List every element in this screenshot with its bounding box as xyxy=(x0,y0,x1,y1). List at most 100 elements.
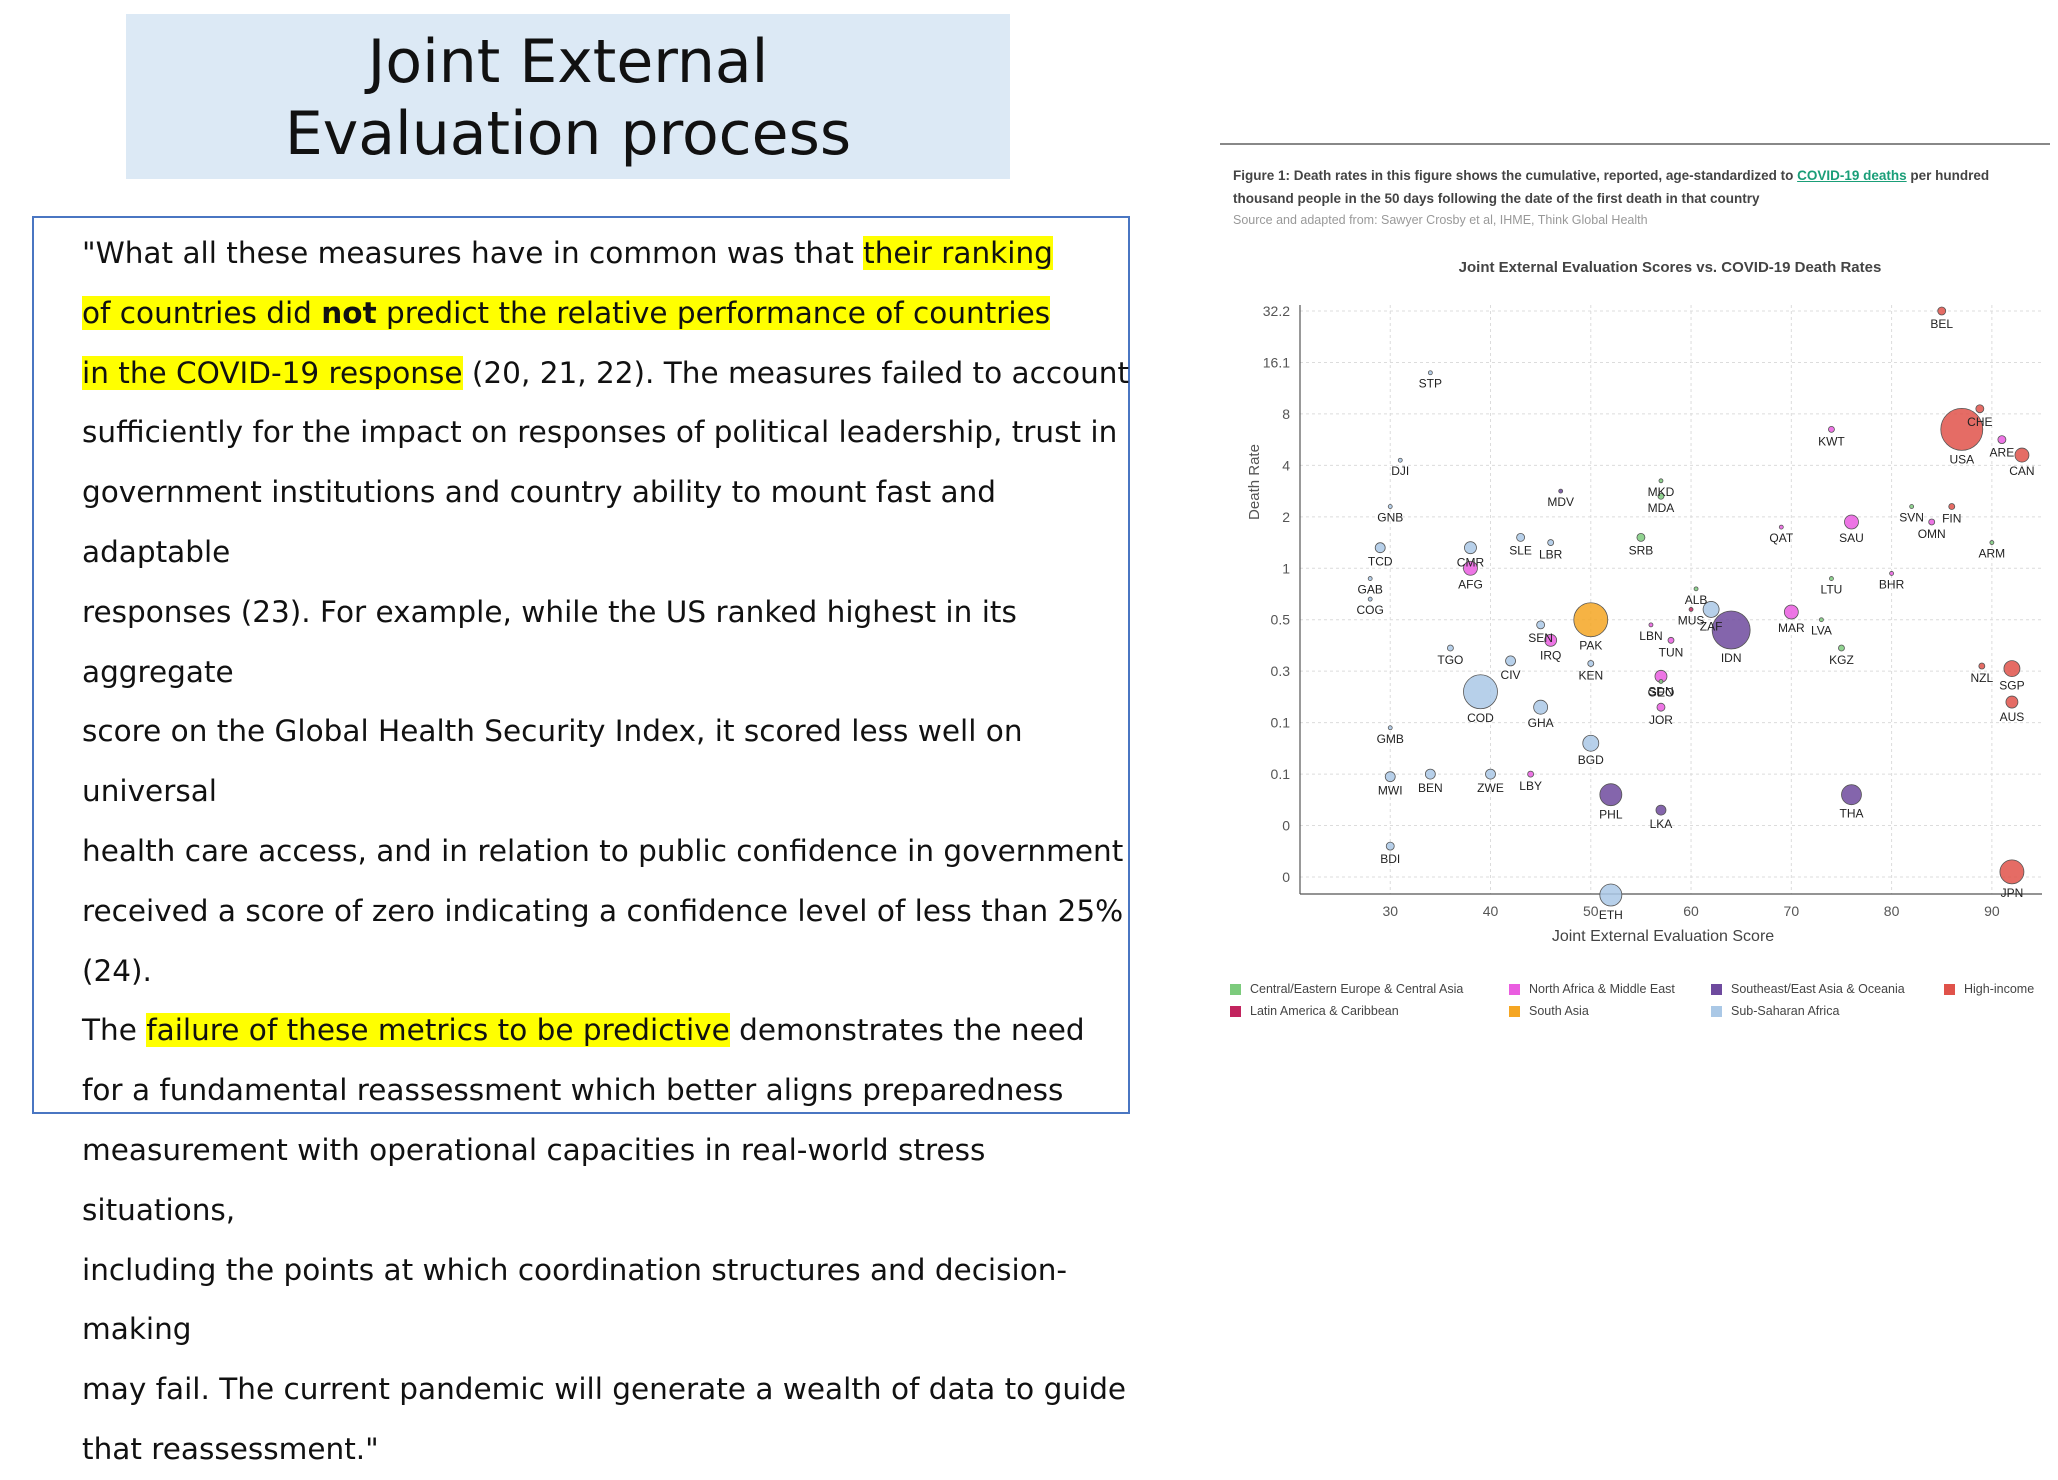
quote-segment: responses (23). For example, while the U… xyxy=(82,594,1017,689)
highlighted-text: failure of these metrics to be predictiv… xyxy=(146,1013,730,1048)
point-label: SDN xyxy=(1648,684,1673,698)
legend-item: Southeast/East Asia & Oceania xyxy=(1711,982,1944,996)
point-label: JOR xyxy=(1649,713,1673,727)
point-label: ETH xyxy=(1599,908,1623,922)
y-tick-label: 4 xyxy=(1282,457,1290,473)
data-point xyxy=(1702,601,1720,618)
data-point xyxy=(1937,306,1947,316)
data-point xyxy=(1424,768,1436,780)
point-label: GEO xyxy=(1648,685,1675,699)
legend-item: High-income xyxy=(1944,982,2058,996)
data-point xyxy=(1828,425,1835,433)
point-label: ALB xyxy=(1685,593,1708,607)
legend-label: Southeast/East Asia & Oceania xyxy=(1731,982,1905,996)
point-label: COG xyxy=(1357,603,1384,617)
point-label: KEN xyxy=(1578,668,1603,682)
data-point xyxy=(1547,539,1555,546)
data-point xyxy=(1384,771,1396,783)
data-point xyxy=(1948,503,1956,510)
data-point xyxy=(1657,492,1665,500)
point-label: SGP xyxy=(1999,679,2024,693)
point-label: MWI xyxy=(1378,784,1403,798)
legend-swatch xyxy=(1230,983,1241,995)
legend-item: South Asia xyxy=(1509,1004,1711,1018)
x-tick-label: 80 xyxy=(1884,903,1900,919)
y-axis-label: Death Rate xyxy=(1246,444,1263,520)
scatter-chart: Joint External Evaluation Scores vs. COV… xyxy=(1246,259,2042,945)
point-label: DJI xyxy=(1391,464,1409,478)
data-point xyxy=(1667,636,1675,644)
figure-source: Source and adapted from: Sawyer Crosby e… xyxy=(1233,213,1648,227)
data-point xyxy=(1778,524,1784,530)
data-point xyxy=(1582,734,1600,752)
quote-segment: may fail. The current pandemic will gene… xyxy=(82,1372,1127,1407)
legend-label: South Asia xyxy=(1529,1004,1589,1018)
data-point xyxy=(1536,620,1546,630)
x-tick-label: 90 xyxy=(1984,903,2000,919)
data-point xyxy=(1841,784,1862,806)
quote-segment: (20, 21, 22). The measures failed to acc… xyxy=(462,355,1130,390)
data-point xyxy=(1658,478,1664,484)
y-tick-label: 2 xyxy=(1282,509,1290,525)
legend-swatch xyxy=(1230,1005,1241,1017)
point-label: LBY xyxy=(1519,779,1542,793)
data-point xyxy=(2003,660,2021,678)
legend-swatch xyxy=(1509,1005,1520,1017)
point-label: IDN xyxy=(1721,651,1742,665)
point-label: TGO xyxy=(1437,653,1463,667)
y-tick-label: 0.1 xyxy=(1271,766,1291,782)
point-label: PHL xyxy=(1599,808,1623,822)
data-point xyxy=(1829,576,1834,581)
quote-segment: The xyxy=(82,1013,147,1048)
x-tick-label: 40 xyxy=(1483,903,1499,919)
data-point xyxy=(1505,655,1516,667)
point-label: LTU xyxy=(1821,583,1843,597)
quote-text: "What all these measures have in common … xyxy=(82,224,1142,1480)
quote-segment: score on the Global Health Security Inde… xyxy=(82,714,1023,809)
data-point xyxy=(1558,488,1564,494)
data-point xyxy=(1587,660,1595,667)
data-point xyxy=(1385,841,1395,851)
legend-label: Central/Eastern Europe & Central Asia xyxy=(1250,982,1464,996)
point-label: COD xyxy=(1467,711,1494,725)
point-label: SAU xyxy=(1839,531,1864,545)
quote-box: "What all these measures have in common … xyxy=(32,216,1130,1466)
x-axis-label: Joint External Evaluation Score xyxy=(1552,928,1774,945)
point-label: BDI xyxy=(1380,852,1400,866)
point-label: AUS xyxy=(2000,710,2025,724)
data-point xyxy=(1544,633,1558,647)
figure-panel: Figure 1: Death rates in this figure sho… xyxy=(1220,140,2058,1040)
data-point xyxy=(1527,770,1535,778)
quote-segment: for a fundamental reassessment which bet… xyxy=(82,1073,1064,1108)
data-point xyxy=(1464,541,1477,555)
point-label: KGZ xyxy=(1829,653,1854,667)
legend-swatch xyxy=(1711,983,1722,995)
legend-label: Latin America & Caribbean xyxy=(1250,1004,1399,1018)
data-point xyxy=(1374,542,1386,554)
slide-title-line-2: Evaluation process xyxy=(284,99,852,169)
point-label: QAT xyxy=(1769,531,1793,545)
legend-item: Central/Eastern Europe & Central Asia xyxy=(1230,982,1509,996)
data-point xyxy=(1975,404,1985,414)
caption-text-1: Figure 1: Death rates in this figure sho… xyxy=(1233,168,1798,183)
data-point xyxy=(1819,617,1824,623)
data-point xyxy=(1599,783,1623,807)
point-label: CMR xyxy=(1457,556,1485,570)
data-point xyxy=(1533,699,1549,715)
data-point xyxy=(1387,725,1393,731)
point-label: LVA xyxy=(1811,624,1832,638)
x-tick-label: 30 xyxy=(1382,903,1398,919)
highlighted-text: not xyxy=(321,295,377,330)
data-point xyxy=(1463,560,1478,576)
covid-deaths-link[interactable]: COVID-19 deaths xyxy=(1797,168,1907,183)
point-label: CIV xyxy=(1501,668,1521,682)
point-label: CHE xyxy=(1967,415,1992,429)
figure-caption: Figure 1: Death rates in this figure sho… xyxy=(1233,164,2043,210)
data-point xyxy=(1427,370,1433,376)
y-tick-label: 16.1 xyxy=(1263,354,1290,370)
point-label: GNB xyxy=(1377,511,1403,525)
point-label: USA xyxy=(1949,452,1974,466)
point-label: ZWE xyxy=(1477,781,1504,795)
point-label: CAN xyxy=(2009,464,2034,478)
y-tick-label: 1 xyxy=(1282,560,1290,576)
